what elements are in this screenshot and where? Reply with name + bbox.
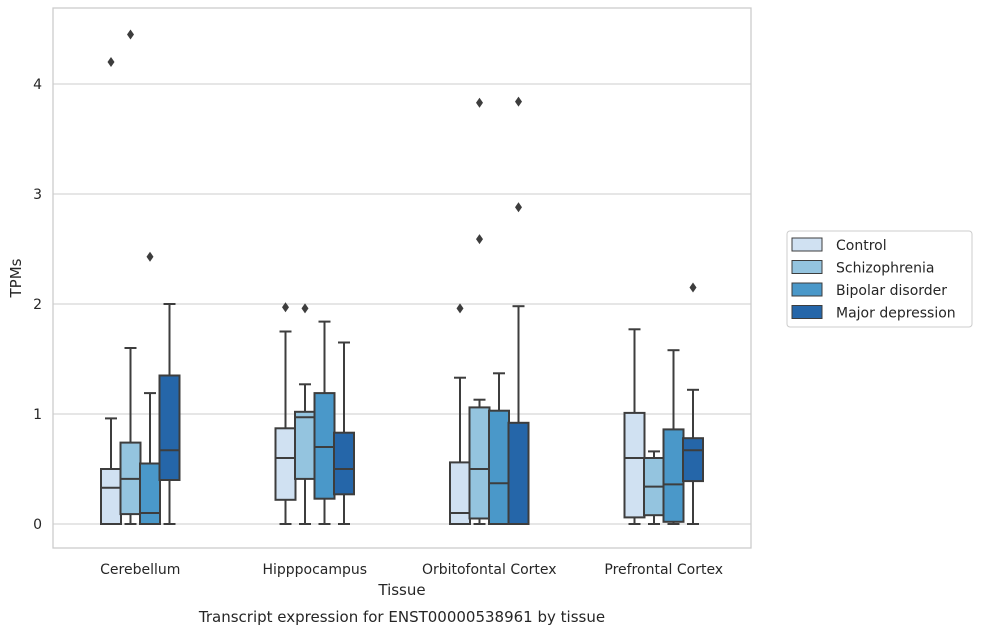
legend-frame xyxy=(786,230,973,328)
y-tick-label: 1 xyxy=(33,407,42,423)
y-axis-title: TPMs xyxy=(7,258,25,298)
box-iqr xyxy=(294,410,316,480)
legend-swatch xyxy=(791,305,823,319)
legend-swatch xyxy=(791,260,823,274)
box-iqr xyxy=(682,437,704,483)
outlier-point xyxy=(107,57,115,67)
y-tick-label: 0 xyxy=(33,517,42,533)
y-tick-label: 4 xyxy=(33,77,42,93)
box-iqr xyxy=(488,409,510,526)
y-axis-ticks: 0 1 2 3 4 xyxy=(33,77,42,533)
box-iqr xyxy=(274,427,297,501)
legend-entries: Control Schizophrenia Bipolar disorder Majo… xyxy=(791,237,956,322)
box-iqr xyxy=(623,411,646,519)
box-iqr xyxy=(662,428,685,523)
box-control xyxy=(274,302,297,525)
box-schizophrenia xyxy=(643,450,665,525)
box-iqr xyxy=(333,431,355,496)
box-iqr xyxy=(507,421,530,525)
legend-label: Major depression xyxy=(836,306,956,322)
outlier-point xyxy=(515,96,522,107)
outlier-point xyxy=(476,97,483,108)
box-major-depression xyxy=(507,96,530,525)
box-iqr xyxy=(313,392,336,500)
legend-label: Schizophrenia xyxy=(836,261,934,277)
legend: Control Schizophrenia Bipolar disorder Majo… xyxy=(786,230,973,328)
box-major-depression xyxy=(158,303,181,525)
outlier-point xyxy=(146,251,154,262)
outlier-point xyxy=(476,234,483,245)
x-tick-label: Hipppocampus xyxy=(262,562,367,578)
x-axis-title: Tissue xyxy=(377,581,425,599)
outlier-point xyxy=(689,282,697,293)
box-schizophrenia xyxy=(468,97,491,525)
legend-label: Bipolar disorder xyxy=(836,283,947,299)
box-iqr xyxy=(449,461,471,525)
y-tick-label: 3 xyxy=(33,187,42,203)
boxes xyxy=(100,29,704,526)
box-iqr xyxy=(100,468,122,525)
outlier-point xyxy=(282,302,289,313)
box-iqr xyxy=(158,374,181,481)
x-axis-ticks: Cerebellum Hipppocampus Orbitofontal Corte… xyxy=(100,562,723,578)
x-tick-label: Orbitofontal Cortex xyxy=(422,562,557,578)
outlier-point xyxy=(456,303,464,314)
legend-label: Control xyxy=(836,238,887,254)
x-tick-label: Prefrontal Cortex xyxy=(604,562,723,578)
chart-caption: Transcript expression for ENST0000053896… xyxy=(198,608,605,626)
box-iqr xyxy=(468,406,491,520)
outlier-point xyxy=(515,202,522,213)
outlier-point xyxy=(301,303,309,314)
box-major-depression xyxy=(333,341,355,525)
box-iqr xyxy=(139,462,161,525)
box-major-depression xyxy=(682,282,704,525)
y-tick-label: 2 xyxy=(33,297,42,313)
outlier-point xyxy=(127,29,134,40)
box-bipolar-disorder xyxy=(313,320,336,525)
box-bipolar-disorder xyxy=(139,251,161,525)
box-control xyxy=(100,57,122,525)
x-tick-label: Cerebellum xyxy=(100,562,180,578)
legend-swatch xyxy=(791,282,823,297)
legend-swatch xyxy=(791,237,823,252)
